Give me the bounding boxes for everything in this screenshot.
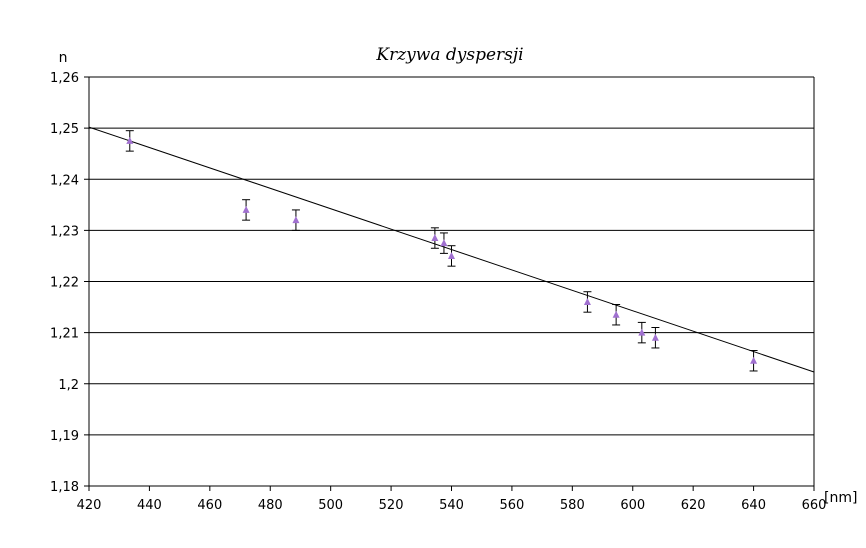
x-tick-label: 640 [741,498,766,513]
x-tick-label: 660 [802,498,827,513]
tick-labels: 1,18 1,19 1,2 1,21 1,22 1,23 1,24 1,25 1,26 420 44… [50,71,826,513]
x-tick-label: 520 [379,498,404,513]
x-tick-label: 420 [77,498,102,513]
data-point [431,234,439,242]
data-point [440,239,448,247]
gridlines [89,76,814,487]
data-point [750,356,758,364]
y-tick-label: 1,22 [50,276,79,291]
y-tick-label: 1,18 [50,480,79,495]
x-axis-label: [nm] [824,490,857,506]
axes [84,76,815,491]
x-tick-label: 480 [258,498,283,513]
x-tick-label: 560 [500,498,525,513]
y-tick-label: 1,21 [50,327,79,342]
y-tick-label: 1,25 [50,122,79,137]
data-point [583,297,591,305]
y-tick-label: 1,24 [50,173,79,188]
y-tick-label: 1,2 [58,378,79,393]
x-tick-label: 500 [318,498,343,513]
x-tick-label: 620 [681,498,706,513]
x-tick-label: 580 [560,498,585,513]
x-tick-label: 600 [620,498,645,513]
x-tick-label: 540 [439,498,464,513]
y-tick-label: 1,26 [50,71,79,86]
data-point [448,251,455,259]
y-tick-label: 1,23 [50,224,79,239]
data-points [125,130,758,372]
x-tick-label: 460 [197,498,222,513]
y-tick-label: 1,19 [50,429,79,444]
data-point [126,136,134,144]
y-axis-label: n [59,50,68,66]
data-point [292,216,300,224]
data-point [612,310,620,318]
x-tick-label: 440 [137,498,162,513]
data-point [651,333,659,341]
chart-title: Krzywa dyspersji [375,45,523,65]
data-point [242,205,250,213]
data-point [638,328,646,336]
